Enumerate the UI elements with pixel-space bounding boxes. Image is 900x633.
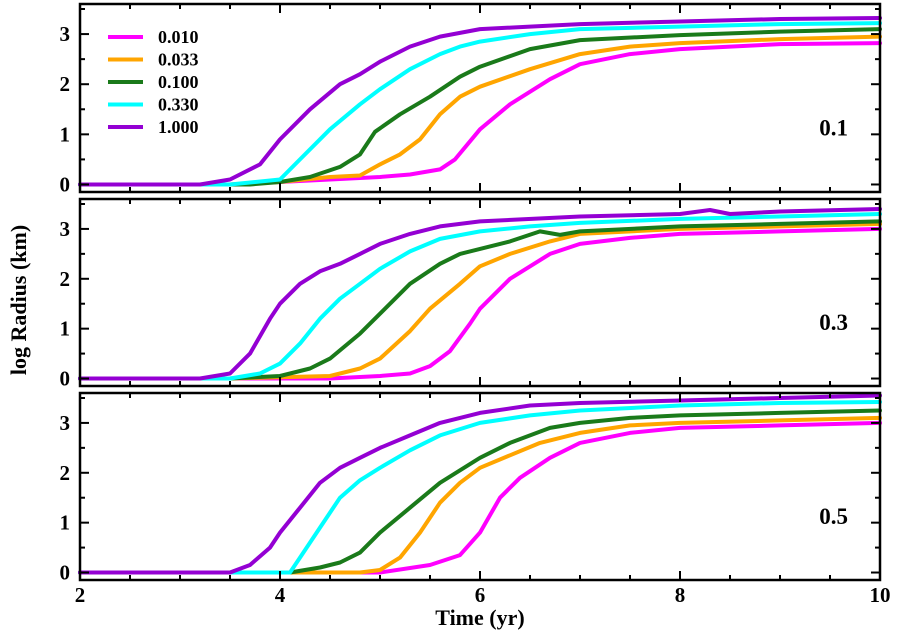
panel-label: 0.5 [819, 504, 848, 529]
y-tick-label: 3 [60, 217, 71, 241]
series-line-0.100 [78, 27, 882, 187]
series-line-1.000 [78, 393, 882, 575]
series-line-0.010 [78, 226, 882, 381]
series-line-0.033 [78, 221, 882, 381]
panel-2: 0 1 2 3 0.5 2 4 6 8 10 [60, 391, 891, 607]
legend-label-0.100: 0.100 [158, 72, 199, 92]
legend-label-1.000: 1.000 [158, 117, 199, 137]
x-tick-label: 4 [275, 583, 286, 607]
y-axis-label: log Radius (km) [6, 225, 31, 375]
panel-1: 0 1 2 3 0.3 [60, 197, 882, 391]
series-line-0.330 [78, 21, 882, 187]
y-tick-label: 3 [60, 22, 71, 46]
y-tick-label: 0 [60, 172, 71, 196]
panel-label: 0.3 [819, 310, 848, 335]
y-tick-label: 0 [60, 367, 71, 391]
y-tick-label: 1 [60, 317, 71, 341]
y-tick-label: 1 [60, 511, 71, 535]
x-axis-label: Time (yr) [435, 605, 524, 630]
y-tick-label: 2 [60, 72, 71, 96]
series-line-0.330 [78, 400, 882, 575]
series-line-0.100 [78, 219, 882, 381]
panel-label: 0.1 [819, 116, 848, 141]
x-tick-label: 10 [870, 583, 891, 607]
series-line-0.100 [78, 408, 882, 575]
x-tick-label: 6 [475, 583, 486, 607]
y-tick-label: 3 [60, 411, 71, 435]
series-line-0.010 [78, 420, 882, 575]
y-tick-label: 2 [60, 461, 71, 485]
y-tick-label: 1 [60, 122, 71, 146]
series-line-0.010 [78, 41, 882, 187]
series-line-0.033 [78, 34, 882, 187]
series-line-1.000 [78, 207, 882, 381]
series-line-1.000 [78, 16, 882, 187]
series-line-0.330 [78, 212, 882, 381]
legend-label-0.010: 0.010 [158, 27, 199, 47]
x-tick-label: 2 [75, 583, 86, 607]
y-tick-label: 2 [60, 267, 71, 291]
x-tick-label: 8 [675, 583, 686, 607]
legend-label-0.033: 0.033 [158, 50, 199, 70]
series-line-0.033 [78, 415, 882, 575]
y-tick-label: 0 [60, 561, 71, 585]
legend-label-0.330: 0.330 [158, 95, 199, 115]
panel-0: 0 1 2 3 0.1 [60, 2, 882, 196]
